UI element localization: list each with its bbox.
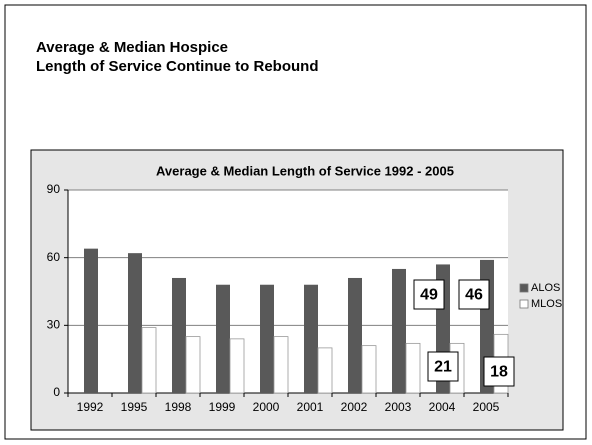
- y-tick-label: 90: [47, 182, 61, 196]
- slide-title: Length of Service Continue to Rebound: [36, 58, 319, 75]
- annotation-box: [458, 279, 490, 310]
- x-tick-label: 2005: [473, 400, 500, 414]
- annotation: 49: [420, 287, 438, 304]
- annotation: 21: [434, 359, 452, 376]
- chart-title: Average & Median Length of Service 1992 …: [156, 163, 454, 178]
- bar: [273, 336, 289, 394]
- bar: [304, 284, 318, 393]
- bar: [185, 336, 201, 394]
- x-tick-label: 2002: [341, 400, 368, 414]
- x-tick-label: 1995: [121, 400, 148, 414]
- bar: [216, 284, 230, 393]
- y-tick-label: 60: [47, 250, 61, 264]
- bar: [392, 268, 406, 393]
- annotation: 46: [465, 287, 483, 304]
- x-tick-label: 2004: [429, 400, 456, 414]
- x-tick-label: 2001: [297, 400, 324, 414]
- bar: [128, 253, 142, 393]
- legend-label: ALOS: [531, 282, 560, 294]
- annotation-box: [413, 279, 445, 310]
- bar: [361, 345, 377, 394]
- legend-swatch: [519, 299, 529, 309]
- y-tick-label: 30: [47, 318, 61, 332]
- x-tick-label: 1999: [209, 400, 236, 414]
- legend-swatch: [519, 283, 529, 293]
- bar: [348, 277, 362, 393]
- bar: [317, 347, 333, 394]
- x-tick-label: 2000: [253, 400, 280, 414]
- bar: [229, 338, 245, 394]
- bar: [84, 248, 98, 393]
- bar: [172, 277, 186, 393]
- bar: [405, 342, 421, 394]
- annotation: 18: [490, 364, 508, 381]
- y-tick-label: 0: [53, 385, 60, 399]
- x-tick-label: 1992: [77, 400, 104, 414]
- bar: [260, 284, 274, 393]
- legend-label: MLOS: [531, 298, 562, 310]
- bar: [141, 327, 157, 394]
- slide-title: Average & Median Hospice: [36, 39, 228, 56]
- annotation-box: [427, 351, 459, 382]
- x-tick-label: 2003: [385, 400, 412, 414]
- x-tick-label: 1998: [165, 400, 192, 414]
- annotation-box: [483, 356, 515, 387]
